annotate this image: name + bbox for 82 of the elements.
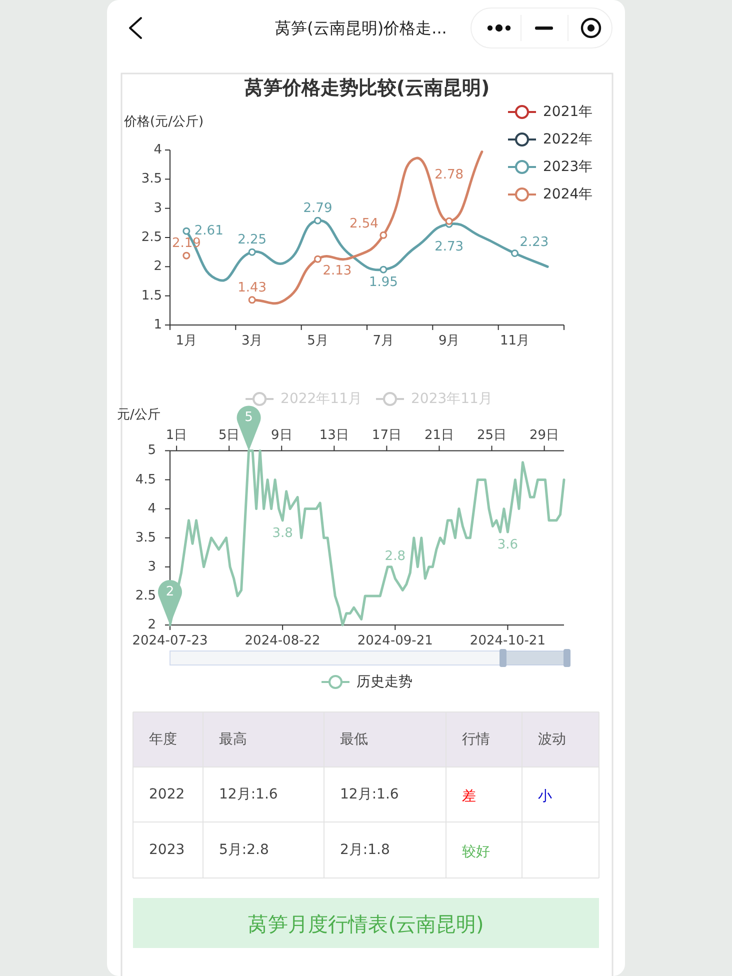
line-series	[168, 449, 566, 626]
text: 莴笋月度行情表(云南昆明)	[248, 912, 484, 936]
y-tick-label: 2.5	[141, 230, 162, 245]
data-label: 2.8	[384, 549, 406, 564]
x-tick-label: 9月	[438, 334, 460, 348]
x2-tick-label: 21日	[424, 428, 454, 444]
text: 2023	[149, 842, 185, 858]
legend-label: 2021年	[543, 104, 593, 120]
annotation: 2	[166, 584, 174, 600]
x-tick-label: 2024-08-22	[244, 634, 320, 648]
x2-tick-label: 9日	[270, 428, 292, 444]
point	[314, 255, 322, 263]
data-label: 2.54	[349, 216, 378, 232]
x-tick-label: 5月	[307, 334, 328, 348]
legend-label: 历史走势	[356, 674, 412, 690]
data-label: 2.23	[520, 234, 549, 250]
data-label: 1.95	[368, 275, 398, 290]
category-label: 最低	[340, 732, 368, 748]
data-label: 2.73	[434, 240, 464, 255]
data-label: 2.13	[322, 264, 352, 279]
y-tick-label: 4	[154, 142, 162, 158]
x-tick-label: 2024-09-21	[357, 634, 433, 648]
y-tick-label: 4	[148, 501, 156, 516]
x-tick-label: 2024-07-23	[132, 634, 208, 648]
data-label: 2.79	[303, 201, 332, 216]
y-tick-label: 3	[154, 200, 162, 216]
point	[314, 216, 322, 224]
x2-tick-label: 29日	[530, 428, 560, 444]
x2-tick-label: 1日	[166, 428, 188, 444]
text: 莴笋(云南昆明)价格走...	[275, 18, 447, 38]
x2-tick-label: 17日	[372, 428, 402, 444]
legend-label: 2023年	[543, 159, 593, 175]
y-tick-label: 5	[148, 443, 156, 458]
point	[380, 231, 388, 239]
point	[248, 296, 256, 304]
x2-tick-label: 5日	[218, 428, 240, 444]
point	[511, 250, 518, 257]
data-label: 2.78	[434, 168, 464, 183]
data-label: 3.8	[272, 526, 293, 541]
chart-title: 莴笋价格走势比较(云南昆明)	[243, 77, 490, 99]
x2-tick-label: 13日	[319, 428, 349, 444]
category-label: 最高	[219, 732, 247, 748]
y-tick-label: 2	[154, 259, 162, 274]
data-label: 3.6	[497, 538, 518, 553]
y-tick-label: 3.5	[141, 172, 162, 187]
data-label: 2.25	[238, 232, 267, 248]
x-tick-label: 1月	[176, 334, 198, 348]
x-tick-label: 2024-10-21	[470, 634, 546, 648]
y-tick-label: 3	[148, 559, 156, 574]
category-label: 波动	[538, 732, 566, 748]
y-tick-label: 4.5	[135, 472, 156, 488]
category-label: 行情	[462, 732, 490, 748]
data-label: 1.43	[238, 280, 267, 296]
y-tick-label: 2	[148, 618, 156, 632]
y-tick-label: 3.5	[135, 530, 156, 546]
y-tick-label: 1	[154, 318, 162, 332]
y-tick-label: 2.5	[135, 588, 156, 604]
x-tick-label: 11月	[500, 334, 530, 348]
point	[380, 266, 388, 274]
point	[182, 227, 190, 235]
point	[248, 248, 256, 256]
legend-label: 2022年	[543, 132, 593, 148]
legend-label: 2024年	[543, 186, 593, 202]
annotation: 5	[244, 410, 253, 426]
text: 5月:2.8	[219, 842, 269, 858]
point	[182, 252, 190, 260]
y-tick-label: 1.5	[141, 288, 162, 304]
category-label: 年度	[149, 732, 177, 748]
text: 差	[462, 788, 476, 804]
x-tick-label: 7月	[372, 334, 394, 348]
text: 较好	[462, 844, 490, 860]
text: 2月:1.8	[340, 842, 390, 858]
x2-tick-label: 25日	[476, 428, 507, 444]
y-axis-title: 元/公斤	[117, 408, 160, 422]
text: 小	[538, 788, 552, 804]
point	[445, 217, 453, 225]
y-axis-title: 价格(元/公斤)	[123, 114, 204, 130]
x-tick-label: 3月	[241, 334, 263, 348]
text: 12月:1.6	[340, 786, 399, 802]
data-label: 2.61	[194, 224, 224, 239]
text: 12月:1.6	[219, 786, 278, 802]
text: 2022	[149, 786, 185, 802]
